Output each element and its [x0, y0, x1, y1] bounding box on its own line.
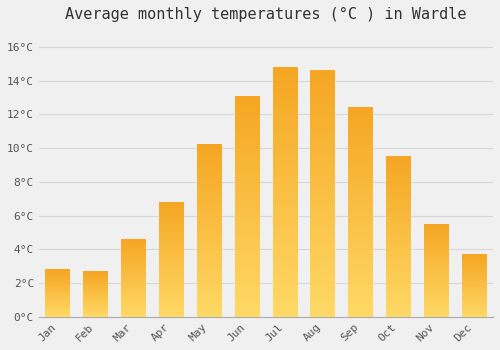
- Title: Average monthly temperatures (°C ) in Wardle: Average monthly temperatures (°C ) in Wa…: [65, 7, 466, 22]
